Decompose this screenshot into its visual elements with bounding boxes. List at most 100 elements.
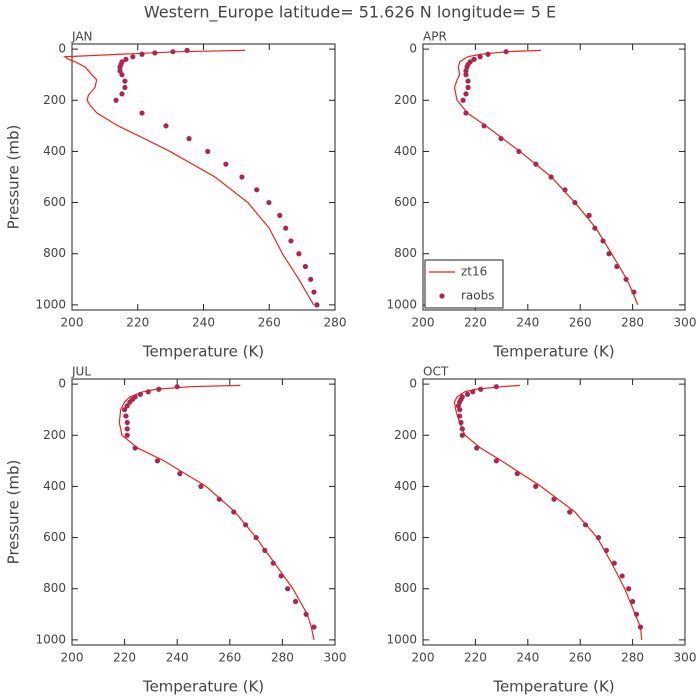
obs-point [485, 51, 491, 57]
obs-point [582, 522, 589, 528]
obs-point [137, 391, 143, 397]
obs-point [124, 426, 130, 432]
obs-point [623, 276, 629, 282]
obs-point [493, 384, 499, 390]
obs-point [154, 458, 161, 464]
x-tick-label: 240 [166, 651, 189, 665]
model-line [62, 49, 315, 306]
obs-point [266, 199, 272, 206]
obs-point [498, 136, 504, 142]
y-tick-label: 600 [394, 195, 417, 209]
obs-point [481, 123, 487, 129]
model-line [453, 384, 643, 640]
plot-frame [422, 43, 686, 311]
x-tick-label: 200 [61, 651, 84, 665]
obs-point [630, 598, 636, 605]
x-tick-label: 200 [61, 316, 84, 330]
obs-point [631, 289, 637, 295]
obs-point [292, 598, 299, 605]
obs-point [465, 84, 471, 91]
x-tick-label: 280 [621, 316, 644, 330]
obs-point [119, 59, 125, 65]
plot-frame [71, 43, 336, 311]
obs-point [130, 54, 136, 60]
obs-point [471, 56, 477, 62]
x-tick-label: 240 [516, 651, 539, 665]
x-tick-label: 300 [674, 651, 697, 665]
y-tick-label: 400 [394, 144, 417, 158]
obs-point [548, 174, 554, 180]
x-tick-label: 200 [412, 651, 435, 665]
obs-point [516, 148, 522, 155]
obs-point [567, 509, 573, 515]
model-line [118, 384, 315, 641]
obs-point [572, 199, 578, 206]
obs-point [132, 394, 138, 400]
obs-point [637, 624, 644, 630]
obs-point [119, 91, 125, 97]
obs-point [113, 97, 119, 103]
obs-point [198, 483, 204, 490]
obs-point [562, 187, 568, 193]
obs-point [132, 445, 138, 451]
obs-point [533, 161, 539, 167]
obs-point [139, 51, 145, 57]
x-tick-label: 280 [324, 316, 347, 330]
obs-point [285, 586, 291, 592]
y-tick-label: 1000 [386, 297, 417, 311]
figure-title: Western_Europe latitude= 51.626 N longit… [144, 3, 556, 23]
obs-point [122, 84, 128, 91]
y-tick-label: 200 [43, 428, 66, 442]
obs-point [463, 91, 469, 97]
obs-point [457, 413, 463, 419]
y-tick-label: 400 [43, 144, 66, 158]
legend-label: raobs [461, 289, 495, 303]
obs-point [470, 389, 476, 395]
x-tick-label: 260 [218, 651, 241, 665]
obs-point [152, 50, 158, 56]
y-tick-label: 600 [43, 530, 66, 544]
obs-point [503, 49, 509, 55]
obs-point [123, 413, 129, 419]
obs-point [303, 611, 309, 617]
y-tick-label: 0 [409, 377, 417, 391]
y-tick-label: 800 [394, 246, 417, 260]
obs-point [460, 97, 466, 103]
x-axis-label: Temperature (K) [142, 343, 264, 361]
y-tick-label: 800 [43, 581, 66, 595]
obs-point [467, 59, 473, 65]
obs-point [302, 263, 309, 270]
obs-point [177, 471, 183, 477]
panel-title: JAN [71, 30, 93, 44]
y-axis-label: Pressure (mb) [5, 125, 23, 230]
obs-point [308, 276, 314, 282]
obs-point [458, 419, 464, 426]
y-tick-label: 1000 [35, 297, 66, 311]
obs-point [600, 238, 606, 244]
obs-point [122, 407, 128, 413]
obs-point [296, 251, 302, 257]
y-tick-label: 200 [394, 428, 417, 442]
obs-point [619, 573, 625, 579]
x-tick-label: 300 [324, 651, 347, 665]
obs-point [465, 78, 471, 84]
obs-point [117, 68, 123, 74]
obs-point [474, 445, 480, 451]
obs-point [145, 389, 151, 395]
obs-point [122, 78, 128, 84]
obs-point [464, 391, 471, 397]
obs-point [311, 624, 317, 630]
obs-point [186, 136, 192, 142]
panel-title: OCT [423, 365, 449, 379]
obs-point [314, 302, 320, 308]
obs-point [459, 432, 465, 438]
y-tick-label: 200 [394, 93, 417, 107]
y-axis-label: Pressure (mb) [5, 460, 23, 565]
y-tick-label: 200 [43, 93, 66, 107]
obs-point [242, 522, 249, 528]
x-axis-label: Temperature (K) [492, 343, 614, 361]
obs-point [163, 123, 169, 129]
y-tick-label: 800 [394, 581, 417, 595]
y-tick-label: 0 [58, 42, 66, 56]
obs-point [626, 586, 632, 592]
